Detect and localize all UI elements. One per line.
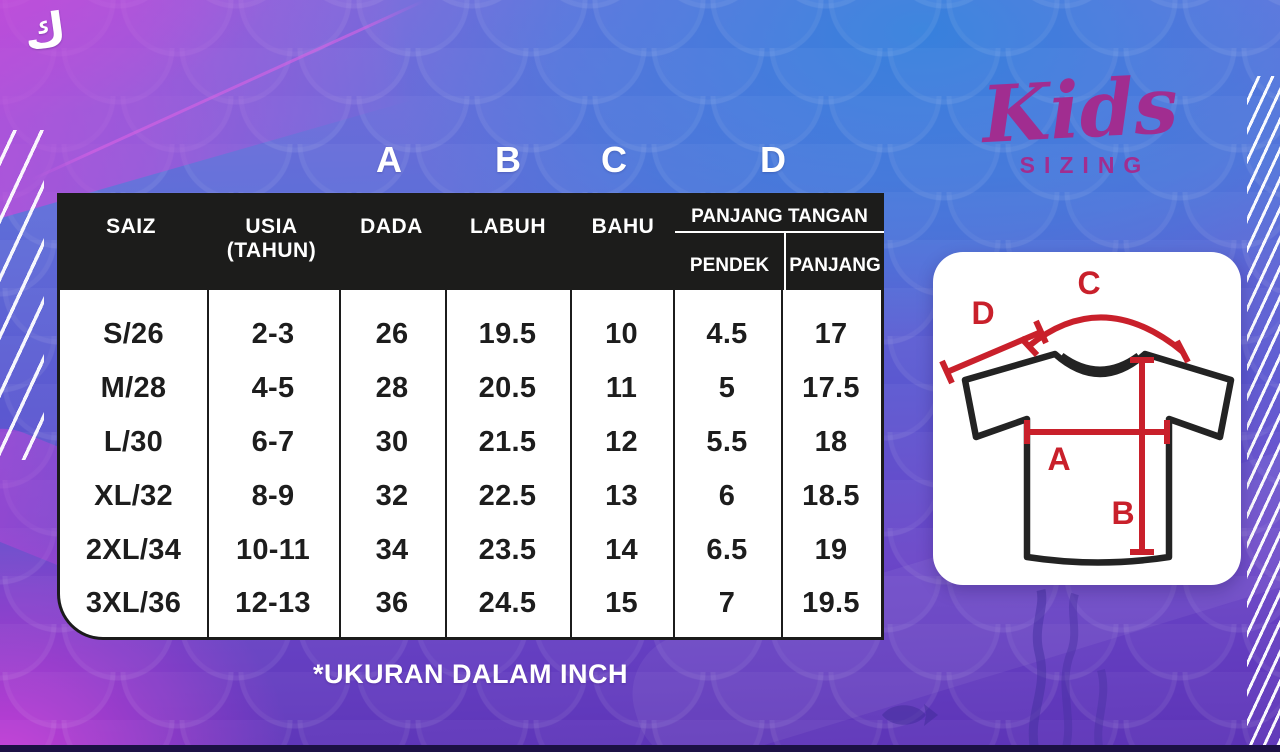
table-cell: XL/32 [94, 479, 173, 512]
column-divider [339, 290, 341, 637]
table-cell: 3XL/36 [85, 587, 182, 620]
table-cell: M/28 [100, 372, 167, 405]
column-letter-a: A [376, 139, 402, 180]
unit-note: *UKURAN DALAM INCH [313, 659, 628, 689]
table-cell: 2-3 [251, 318, 295, 351]
measure-b-label: B [1111, 495, 1134, 531]
table-cell: 10 [605, 318, 638, 351]
column-divider [207, 290, 209, 637]
table-cell: 2XL/34 [85, 533, 182, 566]
header-labuh: LABUH [470, 215, 546, 238]
measure-d-label: D [971, 295, 994, 331]
brand-logo: ك [20, 1, 70, 61]
header-dada: DADA [360, 215, 423, 238]
column-divider [781, 290, 783, 637]
shirt-diagram-card: C D A B [933, 252, 1241, 585]
brand-block: Kids SIZING [975, 60, 1185, 179]
table-cell: 23.5 [478, 533, 537, 566]
measure-c-tick [1174, 339, 1191, 364]
table-cell: L/30 [103, 425, 164, 458]
table-cell: 18.5 [802, 479, 860, 512]
table-cell: 19 [814, 533, 848, 566]
table-cell: 19.5 [478, 318, 537, 351]
table-cell: 7 [718, 587, 736, 620]
measure-a-label: A [1047, 441, 1070, 477]
table-cell: 21.5 [478, 425, 537, 458]
table-cell: S/26 [103, 318, 164, 351]
table-cell: 6.5 [706, 533, 748, 566]
bottom-bar [0, 745, 1280, 752]
table-cell: 26 [375, 318, 409, 351]
size-table-body: S/26 2-3 26 19.5 10 4.5 17 M/28 4-5 28 2… [57, 290, 884, 640]
table-cell: 4-5 [251, 372, 295, 405]
table-cell: 34 [375, 533, 409, 566]
column-divider [445, 290, 447, 637]
column-divider [673, 290, 675, 637]
header-pendek: PENDEK [689, 254, 770, 276]
kids-wordmark: Kids [979, 59, 1181, 162]
sizing-wordmark: SIZING [1019, 152, 1151, 179]
measure-c-label: C [1077, 265, 1100, 301]
table-cell: 18 [814, 425, 848, 458]
measure-d-line [945, 329, 1043, 375]
table-cell: 17 [814, 318, 848, 351]
table-cell: 8-9 [251, 479, 295, 512]
table-cell: 12-13 [235, 587, 311, 620]
table-cell: 5 [718, 372, 736, 405]
header-panjang-tangan: PANJANG TANGAN [675, 193, 884, 233]
measure-c-line [1027, 314, 1185, 355]
right-hatch-lines [1247, 76, 1280, 746]
measure-d-tick [939, 359, 955, 385]
table-cell: 6 [718, 479, 736, 512]
table-cell: 22.5 [478, 479, 537, 512]
header-usia: USIA (TAHUN) [226, 215, 317, 263]
table-cell: 24.5 [478, 587, 537, 620]
header-saiz: SAIZ [106, 215, 156, 238]
table-cell: 5.5 [706, 425, 748, 458]
column-divider [570, 290, 572, 637]
header-panjang: PANJANG [784, 233, 884, 290]
table-cell: 32 [375, 479, 409, 512]
shirt-diagram: C D A B [939, 265, 1235, 566]
table-cell: 15 [605, 587, 638, 620]
measure-d-tick [1033, 319, 1049, 345]
table-cell: 11 [605, 372, 638, 405]
table-cell: 20.5 [478, 372, 537, 405]
table-cell: 12 [605, 425, 638, 458]
table-cell: 13 [605, 479, 638, 512]
table-cell: 19.5 [802, 587, 860, 620]
table-cell: 30 [375, 425, 409, 458]
table-cell: 14 [605, 533, 638, 566]
header-bahu: BAHU [591, 215, 655, 238]
table-cell: 28 [375, 372, 409, 405]
column-letter-d: D [760, 139, 786, 180]
tshirt-outline [961, 350, 1235, 566]
column-letter-b: B [495, 139, 521, 180]
table-cell: 4.5 [706, 318, 748, 351]
size-table-header: SAIZ USIA (TAHUN) DADA LABUH BAHU PANJANG… [57, 193, 884, 290]
table-cell: 10-11 [235, 533, 311, 566]
column-letter-c: C [601, 139, 627, 180]
table-cell: 17.5 [802, 372, 860, 405]
table-cell: 36 [375, 587, 409, 620]
table-cell: 6-7 [251, 425, 295, 458]
